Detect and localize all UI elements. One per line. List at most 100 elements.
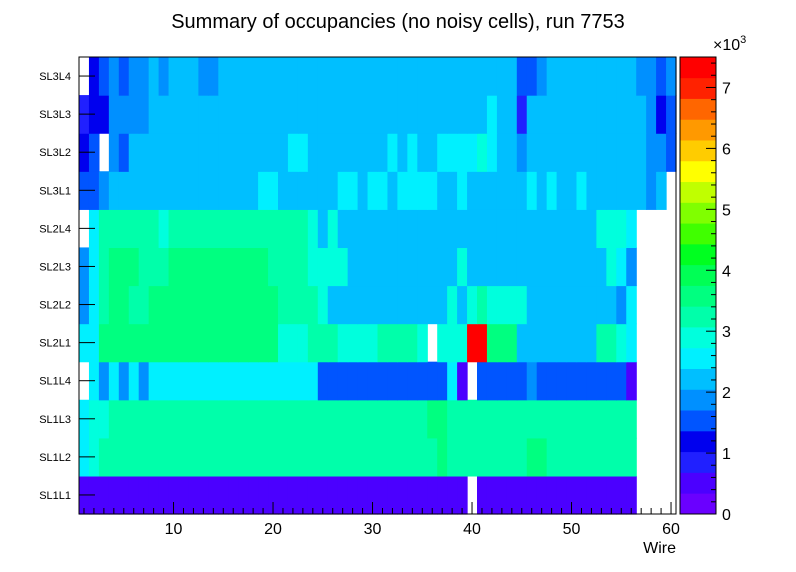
heatmap-cell <box>248 57 259 96</box>
heatmap-cell <box>556 361 568 401</box>
heatmap-cell <box>327 133 339 172</box>
heatmap-cell <box>138 285 150 325</box>
heatmap-cell <box>457 437 468 477</box>
heatmap-cell <box>317 361 329 401</box>
heatmap-cell <box>397 323 408 363</box>
heatmap-cell <box>576 247 588 287</box>
heatmap-cell <box>427 437 438 477</box>
heatmap-cell <box>248 95 259 134</box>
heatmap-cell <box>536 437 548 477</box>
heatmap-cell <box>556 247 568 287</box>
heatmap-cell <box>297 475 309 515</box>
heatmap-cell <box>307 209 319 249</box>
heatmap-cell <box>357 57 369 96</box>
colorbar-swatch <box>680 306 716 328</box>
heatmap-cell <box>496 171 508 210</box>
colorbar-tick-label: 1 <box>722 446 731 463</box>
heatmap-cell <box>188 209 199 249</box>
heatmap-cell <box>268 133 279 172</box>
heatmap-cell <box>566 285 578 325</box>
heatmap-cell <box>606 133 617 172</box>
heatmap-cell <box>228 399 239 439</box>
heatmap-cell <box>258 437 269 477</box>
heatmap-cell <box>467 171 478 210</box>
heatmap-cell <box>218 285 229 325</box>
heatmap-cell <box>377 399 389 439</box>
heatmap-cell <box>268 323 279 363</box>
heatmap-cell <box>168 475 180 515</box>
heatmap-cell <box>178 437 190 477</box>
heatmap-cell <box>516 247 528 287</box>
heatmap-cell <box>606 475 617 515</box>
heatmap-cell <box>516 399 528 439</box>
heatmap-cell <box>268 437 279 477</box>
heatmap-cell <box>566 323 578 363</box>
heatmap-cell <box>656 57 667 96</box>
heatmap-cell <box>238 171 249 210</box>
heatmap-cell <box>586 133 597 172</box>
heatmap-cell <box>138 437 150 477</box>
heatmap-cell <box>417 323 428 363</box>
heatmap-cell <box>646 171 657 210</box>
heatmap-cell <box>98 361 110 401</box>
heatmap-cell <box>556 209 568 249</box>
x-tick-label: 30 <box>364 521 382 538</box>
heatmap-cell <box>596 285 607 325</box>
heatmap-cell <box>626 285 637 325</box>
heatmap-cell <box>467 95 478 134</box>
heatmap-cell <box>397 209 408 249</box>
heatmap-cell <box>427 247 438 287</box>
heatmap-cell <box>666 57 677 96</box>
heatmap-cell <box>278 361 289 401</box>
heatmap-cell <box>337 399 349 439</box>
heatmap-cell <box>387 57 398 96</box>
heatmap-cell <box>397 475 408 515</box>
heatmap-cell <box>496 247 508 287</box>
heatmap-cell <box>307 171 319 210</box>
colorbar-swatch <box>680 430 716 453</box>
y-category-label: SL3L3 <box>39 109 71 121</box>
heatmap-cell <box>407 171 418 210</box>
heatmap-cell <box>596 95 607 134</box>
heatmap-cell <box>596 399 607 439</box>
heatmap-cell <box>208 133 219 172</box>
heatmap-cell <box>347 475 359 515</box>
heatmap-cell <box>636 95 647 134</box>
heatmap-cell <box>188 133 199 172</box>
heatmap-cell <box>307 247 319 287</box>
heatmap-cell <box>556 57 568 96</box>
heatmap-cell <box>158 95 170 134</box>
heatmap-cell <box>646 95 657 134</box>
heatmap-cell <box>158 57 170 96</box>
heatmap-cell <box>387 361 398 401</box>
heatmap-cell <box>586 323 597 363</box>
heatmap-cell <box>556 285 568 325</box>
heatmap-cell <box>258 247 269 287</box>
heatmap-cell <box>218 247 229 287</box>
heatmap-cell <box>168 95 180 134</box>
heatmap-cell <box>496 133 508 172</box>
heatmap-cell <box>118 133 130 172</box>
heatmap-cell <box>228 133 239 172</box>
heatmap-cell <box>666 133 677 172</box>
heatmap-cell <box>228 247 239 287</box>
heatmap-cell <box>138 171 150 210</box>
heatmap-cell <box>516 95 528 134</box>
heatmap-cell <box>616 95 627 134</box>
colorbar-swatch <box>680 181 716 203</box>
heatmap-cell <box>516 285 528 325</box>
colorbar-multiplier: ×103 <box>713 34 746 54</box>
heatmap-cell <box>596 57 607 96</box>
heatmap-cell <box>526 95 538 134</box>
heatmap-cell <box>496 361 508 401</box>
x-axis: 10 20 30 40 50 60 <box>83 502 680 538</box>
heatmap-cell <box>198 95 209 134</box>
heatmap-cell <box>297 95 309 134</box>
heatmap-cell <box>148 95 160 134</box>
heatmap-cell <box>278 57 289 96</box>
heatmap-cell <box>626 399 637 439</box>
heatmap-cell <box>576 323 588 363</box>
heatmap-cell <box>337 57 349 96</box>
heatmap-cell <box>357 399 369 439</box>
heatmap-cell <box>218 57 229 96</box>
